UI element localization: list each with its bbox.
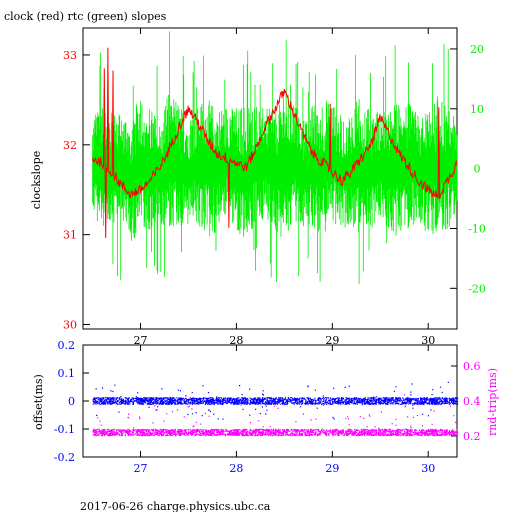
bottom-x-tick-label: 27 (134, 462, 148, 475)
bottom-y2-tick-label: 0.6 (463, 360, 481, 373)
top-y2-tick-label: -20 (468, 282, 486, 295)
top-y-tick-label: 32 (63, 139, 77, 152)
top-axis-ticks: 27 28 29 30 30 31 32 33 20 10 0 -10 -20 (63, 28, 486, 347)
top-y2-tick-label: 10 (470, 103, 484, 116)
chart-title: clock (red) rtc (green) slopes (4, 10, 167, 23)
bottom-y2-tick-label: 0.2 (463, 430, 481, 443)
top-x-tick-label: 30 (421, 334, 435, 347)
offset-points (92, 381, 459, 420)
footer-text: 2017-06-26 charge.physics.ubc.ca (80, 500, 271, 512)
top-x-tick-label: 27 (134, 334, 148, 347)
bottom-axis-ticks: 27 28 29 30 0.2 0.1 0 -0.1 -0.2 0.6 0.4 0.2 (54, 339, 481, 475)
top-x-tick-label: 28 (229, 334, 243, 347)
bottom-x-tick-label: 28 (229, 462, 243, 475)
bottom-y-tick-label: -0.2 (54, 451, 75, 464)
top-y-axis-label: clockslope (30, 151, 43, 209)
rndtrip-points (92, 394, 459, 437)
bottom-y-axis-label: offset(ms) (32, 374, 45, 430)
bottom-x-tick-label: 30 (421, 462, 435, 475)
bottom-y-tick-label: 0.1 (58, 367, 76, 380)
top-y2-tick-label: -10 (468, 222, 486, 235)
bottom-plot-marks (92, 381, 459, 437)
bottom-y-tick-label: -0.1 (54, 423, 75, 436)
bottom-y2-tick-label: 0.4 (463, 395, 481, 408)
top-y-tick-label: 31 (63, 229, 77, 242)
bottom-y-tick-label: 0.2 (58, 339, 76, 352)
clock-series-line (92, 47, 458, 239)
rtc-series-line (92, 31, 458, 284)
top-x-tick-label: 29 (325, 334, 339, 347)
top-y2-tick-label: 20 (470, 43, 484, 56)
top-y-tick-label: 30 (63, 319, 77, 332)
bottom-x-tick-label: 29 (325, 462, 339, 475)
top-y-tick-label: 33 (63, 49, 77, 62)
top-plot-marks (92, 31, 458, 284)
bottom-y2-axis-label: rnd-trip(ms) (486, 368, 499, 436)
top-y2-tick-label: 0 (474, 163, 481, 176)
bottom-y-tick-label: 0 (68, 395, 75, 408)
